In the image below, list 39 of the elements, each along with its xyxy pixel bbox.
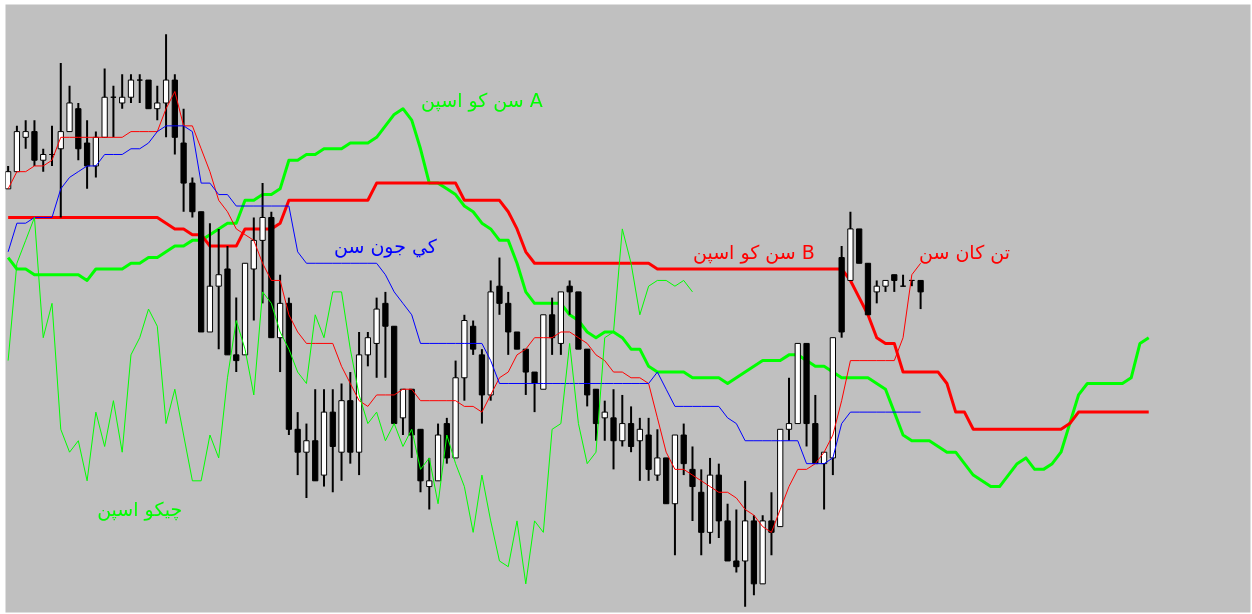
candlestick (294, 411, 301, 477)
candlestick (259, 182, 266, 305)
candlestick (548, 296, 556, 356)
candlestick (636, 416, 643, 482)
candlestick (522, 348, 529, 396)
candlestick (162, 33, 170, 139)
candlestick (733, 508, 740, 574)
candlestick (119, 73, 126, 110)
candlestick (619, 393, 626, 448)
candlestick (57, 61, 64, 219)
candlestick (531, 371, 538, 414)
series-label: سن کو اسپن B (693, 240, 815, 264)
series-label: چيکو اسپن (97, 498, 183, 522)
candlestick (364, 330, 371, 368)
candlestick (768, 491, 775, 557)
candlestick (917, 279, 924, 311)
candlestick (470, 319, 477, 356)
candlestick (154, 84, 161, 122)
candlestick (40, 147, 47, 173)
candlestick (601, 399, 608, 442)
candlestick (22, 119, 29, 150)
series-label: كي جون سن (333, 235, 438, 259)
candlestick (785, 376, 793, 442)
series-label: تن کان سن (918, 240, 1010, 264)
candlestick (83, 119, 91, 190)
candlestick (127, 73, 135, 104)
candlestick (689, 445, 696, 522)
candlestick (233, 296, 240, 374)
candlestick (610, 388, 617, 471)
candlestick (627, 405, 635, 454)
series-label: سن کو اسپن A (421, 88, 543, 112)
candlestick (566, 279, 573, 316)
candlestick (654, 428, 661, 482)
candlestick (215, 227, 222, 351)
candlestick (382, 290, 389, 379)
candlestick (136, 73, 143, 104)
candlestick (873, 279, 880, 305)
candlestick (303, 422, 310, 499)
candlestick (496, 256, 503, 316)
